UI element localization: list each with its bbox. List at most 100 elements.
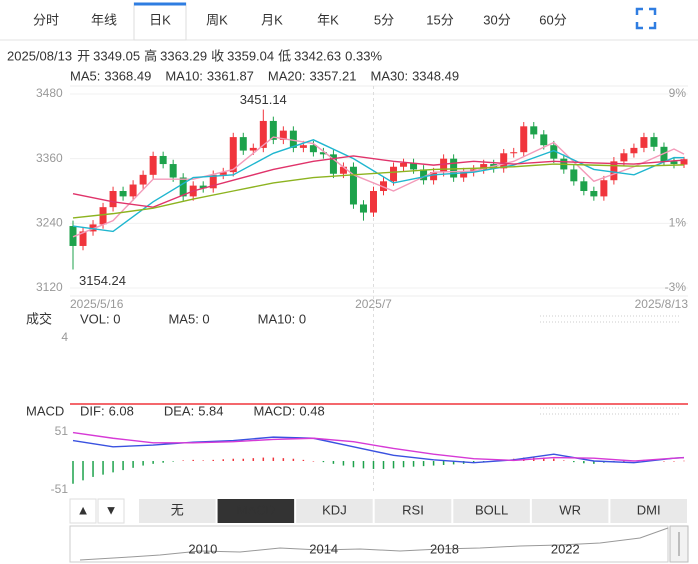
tab[interactable]: 年线 xyxy=(91,12,117,27)
candle-body xyxy=(550,145,558,159)
ma-line xyxy=(72,155,685,208)
tab[interactable]: 60分 xyxy=(539,12,566,27)
candle-body xyxy=(570,169,578,182)
macd-bar xyxy=(563,460,565,461)
overview-tick-label: 2022 xyxy=(551,541,580,556)
candle-body xyxy=(299,145,307,148)
ma-line xyxy=(72,163,685,219)
macd-bar xyxy=(242,458,245,461)
candle-body xyxy=(79,231,87,246)
tab[interactable]: 30分 xyxy=(483,12,510,27)
indicator-tab-label: MACD xyxy=(237,502,275,517)
tab[interactable]: 年K xyxy=(317,12,339,27)
volume-legend: MA10: 0 xyxy=(258,311,306,326)
info-label: 开 xyxy=(77,48,90,63)
candle-body xyxy=(530,126,538,135)
info-label: 收 xyxy=(211,48,224,63)
candle-body xyxy=(540,134,548,146)
candle-body xyxy=(99,207,107,225)
overview-box[interactable] xyxy=(69,525,669,563)
indicator-tab[interactable] xyxy=(610,499,687,523)
candle-body xyxy=(460,172,468,178)
candle-body xyxy=(279,130,287,140)
nav-button[interactable] xyxy=(97,498,125,524)
macd-bar xyxy=(322,461,325,463)
tab[interactable]: 分时 xyxy=(33,12,59,27)
legend-name: MA20: xyxy=(268,68,306,83)
macd-bar xyxy=(292,458,295,461)
tab[interactable]: 月K xyxy=(261,12,283,27)
macd-bar xyxy=(573,461,575,463)
indicator-tab[interactable] xyxy=(296,499,373,523)
tab[interactable]: 5分 xyxy=(374,12,394,27)
macd-bar xyxy=(212,459,214,461)
overview-tick-label: 2014 xyxy=(309,541,338,556)
candle-body xyxy=(139,174,147,185)
macd-bar xyxy=(312,461,315,462)
macd-bar xyxy=(402,461,405,468)
volume-label: 成交 xyxy=(26,311,52,326)
legend-value: 3357.21 xyxy=(310,68,357,83)
indicator-tab[interactable] xyxy=(139,499,216,523)
macd-bar xyxy=(332,461,335,464)
candle-body xyxy=(520,126,528,153)
candle-body xyxy=(319,152,327,155)
tab[interactable]: 周K xyxy=(206,12,228,27)
candle-body xyxy=(390,166,398,182)
indicator-tab[interactable] xyxy=(531,499,609,523)
macd-bar xyxy=(352,461,355,468)
legend-name: MA5: xyxy=(70,68,100,83)
min-annotation: 3154.24 xyxy=(79,273,126,288)
candle-body xyxy=(680,159,688,165)
candle-body xyxy=(600,180,608,197)
macd-bar xyxy=(482,461,485,462)
candle-body xyxy=(219,172,227,175)
indicator-tab[interactable] xyxy=(217,499,295,523)
candle-body xyxy=(650,137,658,147)
macd-bar xyxy=(593,461,595,464)
candle-body xyxy=(259,120,267,148)
indicator-tab-label: DMI xyxy=(637,502,661,517)
macd-tick-label: 51 xyxy=(55,424,69,438)
overview-line xyxy=(79,527,669,561)
macd-bar xyxy=(142,461,144,466)
macd-legend-value: 5.84 xyxy=(198,403,223,418)
nav-button[interactable] xyxy=(69,498,97,524)
tab[interactable]: 15分 xyxy=(426,12,453,27)
candle-body xyxy=(149,155,157,175)
candle-body xyxy=(289,130,297,148)
y-tick-label: 3120 xyxy=(36,280,63,294)
fullscreen-icon[interactable] xyxy=(635,7,657,30)
indicator-tab[interactable] xyxy=(453,499,530,523)
candle-body xyxy=(580,181,588,191)
candle-body xyxy=(349,166,357,205)
info-value: 3363.29 xyxy=(160,48,207,63)
macd-bar xyxy=(442,461,445,465)
volume-tick-label: 4 xyxy=(61,330,68,344)
macd-bar xyxy=(72,461,74,484)
macd-bar xyxy=(382,461,385,469)
candle-body xyxy=(169,164,177,178)
volume-legend: MA5: 0 xyxy=(168,311,209,326)
tab[interactable]: 日K xyxy=(149,12,171,27)
candle-body xyxy=(199,185,207,189)
macd-bar xyxy=(222,459,224,461)
dotted-decor xyxy=(540,315,680,415)
ma-line xyxy=(72,136,685,238)
indicator-tab[interactable] xyxy=(374,499,452,523)
candle-body xyxy=(89,224,97,232)
macd-bar xyxy=(232,458,235,461)
candle-body xyxy=(179,177,187,197)
macd-bar xyxy=(202,460,204,461)
macd-legend-name: MACD: xyxy=(254,403,296,418)
x-tick-label: 2025/8/13 xyxy=(635,297,689,311)
candle-body xyxy=(670,161,678,165)
candle-body xyxy=(380,181,388,191)
candle-body xyxy=(109,191,117,208)
candle-body xyxy=(269,120,277,140)
macd-bar xyxy=(112,461,114,473)
y2-tick-label: 9% xyxy=(669,86,687,100)
macd-bar xyxy=(583,461,585,464)
tab-bar xyxy=(0,0,698,40)
